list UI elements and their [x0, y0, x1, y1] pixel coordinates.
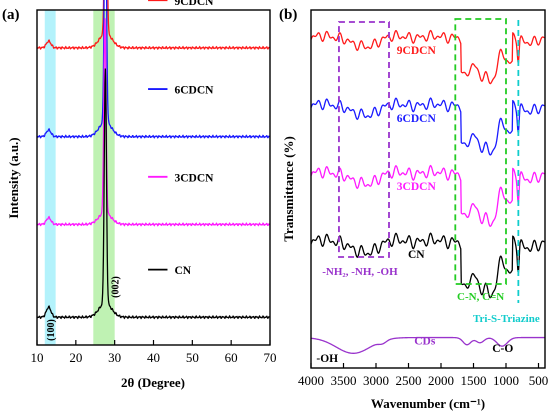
ftir-x-tick-label-2500: 2500 — [396, 373, 422, 388]
ftir-x-axis-title: Wavenumber (cm⁻¹) — [371, 396, 485, 411]
ftir-annotation-c-o: C-O — [492, 343, 513, 355]
ftir-x-tick-label-4000: 4000 — [298, 373, 324, 388]
ftir-region-box-nh-oh — [338, 21, 390, 258]
ftir-region-label-triazine: Tri-S-Triazine — [473, 313, 540, 325]
ftir-x-tick-label-1500: 1500 — [461, 373, 487, 388]
ftir-x-tick-label-3500: 3500 — [331, 373, 357, 388]
ftir-series-label-9cdcn: 9CDCN — [397, 45, 437, 57]
xrd-x-tick-label-20: 20 — [69, 350, 82, 365]
ftir-series-label-cn: CN — [408, 249, 425, 261]
xrd-x-ticks: 10 20 30 40 50 60 70 — [31, 340, 277, 365]
xrd-y-axis-title: Intensity (a.u.) — [6, 137, 21, 218]
ftir-x-tick-label-500: 500 — [529, 373, 549, 388]
ftir-region-label-nh-oh: -NH₂, -NH, -OH — [322, 266, 398, 278]
xrd-x-tick-label-30: 30 — [108, 350, 121, 365]
ftir-x-tick-label-3000: 3000 — [363, 373, 389, 388]
ftir-x-tick-label-2000: 2000 — [428, 373, 454, 388]
xrd-legend-label-9cdcn: 9CDCN — [174, 0, 214, 8]
xrd-highlight-band-1 — [44, 10, 56, 345]
xrd-x-tick-label-70: 70 — [264, 350, 277, 365]
xrd-legend-label-6cdcn: 6CDCN — [174, 85, 214, 97]
ftir-x-ticks: 4000 3500 3000 2500 2000 1500 1000 500 — [298, 363, 548, 388]
ftir-x-tick-label-1000: 1000 — [493, 373, 519, 388]
ftir-line-9cdcn — [310, 29, 546, 85]
panel-a: 9CDCN 6CDCN 3CDCN CN 10 20 30 40 50 60 70 (100) (0… — [6, 0, 277, 390]
ftir-line-6cdcn — [310, 97, 546, 156]
xrd-line-9cdcn — [36, 0, 271, 51]
xrd-line-6cdcn — [36, 0, 271, 139]
panel-b: 9CDCN 6CDCN 3CDCN CN CDs -NH₂, -NH, -OH C-N, … — [281, 9, 548, 411]
xrd-legend-label-cn: CN — [174, 265, 191, 277]
xrd-x-tick-label-60: 60 — [225, 350, 238, 365]
ftir-line-3cdcn — [310, 164, 546, 228]
xrd-line-3cdcn — [36, 18, 271, 227]
xrd-peak-label-100: (100) — [46, 319, 57, 341]
ftir-regions: -NH₂, -NH, -OH C-N, C=N Tri-S-Triazine — [322, 18, 540, 325]
xrd-x-tick-label-50: 50 — [186, 350, 199, 365]
xrd-peak-label-002: (002) — [111, 276, 122, 298]
ftir-series-label-6cdcn: 6CDCN — [397, 113, 437, 125]
ftir-region-box-cn — [454, 18, 507, 285]
xrd-x-axis-title: 2θ (Degree) — [121, 375, 185, 390]
xrd-legend-label-3cdcn: 3CDCN — [174, 172, 214, 184]
ftir-region-label-cn: C-N, C=N — [457, 291, 504, 303]
xrd-line-cn — [36, 68, 271, 320]
ftir-labels: -OH C-O — [316, 343, 513, 365]
panel-a-label: (a) — [2, 7, 20, 23]
ftir-series: 9CDCN 6CDCN 3CDCN CN CDs — [310, 29, 546, 354]
panel-b-label: (b) — [279, 7, 297, 23]
xrd-x-tick-label-40: 40 — [147, 350, 160, 365]
panel-b-frame — [310, 9, 546, 369]
xrd-labels: (100) (002) — [46, 276, 121, 341]
xrd-series: 9CDCN 6CDCN 3CDCN CN — [36, 0, 271, 320]
ftir-series-label-3cdcn: 3CDCN — [397, 181, 437, 193]
ftir-line-cds — [310, 336, 545, 354]
ftir-annotation-oh: -OH — [316, 353, 338, 365]
ftir-y-axis-title: Transmittance (%) — [281, 136, 296, 242]
ftir-series-label-cds: CDs — [414, 336, 436, 348]
xrd-x-tick-label-10: 10 — [31, 350, 44, 365]
